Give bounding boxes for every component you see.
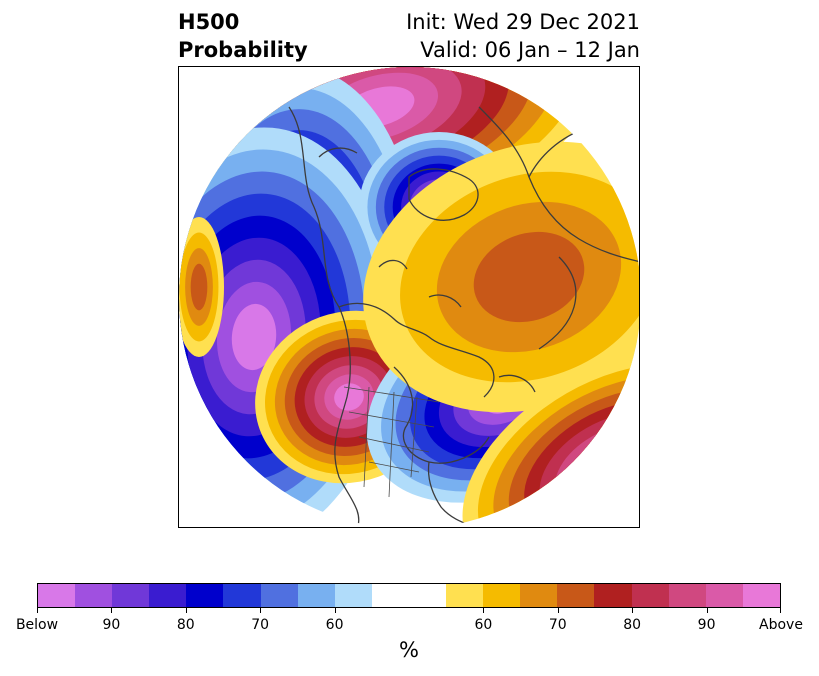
- colorbar-segment: [483, 584, 521, 607]
- contour-band: [190, 263, 208, 311]
- probability-map-svg: [179, 67, 639, 527]
- colorbar-tick: [185, 608, 187, 613]
- probability-anomaly: [179, 217, 224, 357]
- colorbar-segment: [705, 584, 743, 607]
- colorbar-segment: [75, 584, 113, 607]
- colorbar-segment: [446, 584, 484, 607]
- valid-period: Init: Wed 29 Dec 2021 Valid: 06 Jan – 12…: [406, 8, 640, 64]
- colorbar-tick: [780, 608, 781, 613]
- colorbar-tick: [260, 608, 262, 613]
- colorbar-segment: [371, 584, 409, 607]
- contour-band: [334, 383, 364, 411]
- colorbar-tick-label: 60: [325, 617, 344, 633]
- chart-title: H500 Probability: [178, 8, 308, 64]
- probability-anomaly: [363, 141, 639, 413]
- colorbar-tick-label: 90: [102, 617, 121, 633]
- colorbar-segment: [408, 584, 447, 607]
- colorbar-tick-label: Above: [759, 617, 803, 633]
- colorbar-tick-label: 60: [474, 617, 493, 633]
- colorbar-segment: [297, 584, 335, 607]
- colorbar-tick: [632, 608, 634, 613]
- colorbar-segment: [557, 584, 595, 607]
- colorbar-tick-label: Below: [15, 617, 59, 633]
- colorbar-segment: [112, 584, 150, 607]
- colorbar-segment: [186, 584, 224, 607]
- colorbar-tick: [706, 608, 708, 613]
- colorbar-tick-label: 70: [251, 617, 270, 633]
- colorbar-segment: [742, 584, 780, 607]
- colorbar-tick-label: 80: [623, 617, 642, 633]
- colorbar-segment: [520, 584, 558, 607]
- contour-band: [231, 303, 277, 371]
- colorbar-tick: [334, 608, 336, 613]
- colorbar-segment: [260, 584, 298, 607]
- colorbar-segment: [149, 584, 187, 607]
- state-borders: [343, 386, 440, 498]
- valid-range: Valid: 06 Jan – 12 Jan: [420, 38, 640, 62]
- colorbar-segment: [38, 584, 76, 607]
- init-date: Init: Wed 29 Dec 2021: [406, 10, 640, 34]
- colorbar-unit: %: [399, 638, 419, 662]
- colorbar-tick-label: 70: [548, 617, 567, 633]
- colorbar: [37, 583, 781, 608]
- colorbar-segment: [631, 584, 669, 607]
- polar-map: [178, 66, 640, 528]
- contour-band: [585, 448, 633, 486]
- colorbar-tick-label: 80: [176, 617, 195, 633]
- colorbar-tick-label: 90: [697, 617, 716, 633]
- coastlines: [288, 106, 639, 527]
- colorbar-segment: [594, 584, 632, 607]
- colorbar-tick: [557, 608, 559, 613]
- colorbar-segment: [668, 584, 706, 607]
- title-line-1: H500: [178, 10, 240, 34]
- title-line-2: Probability: [178, 38, 308, 62]
- colorbar-segment: [223, 584, 261, 607]
- contour-band: [473, 231, 585, 323]
- colorbar-segment: [334, 584, 372, 607]
- colorbar-tick: [37, 608, 38, 613]
- map-disk: [179, 67, 639, 527]
- colorbar-tick: [111, 608, 113, 613]
- colorbar-tick: [483, 608, 485, 613]
